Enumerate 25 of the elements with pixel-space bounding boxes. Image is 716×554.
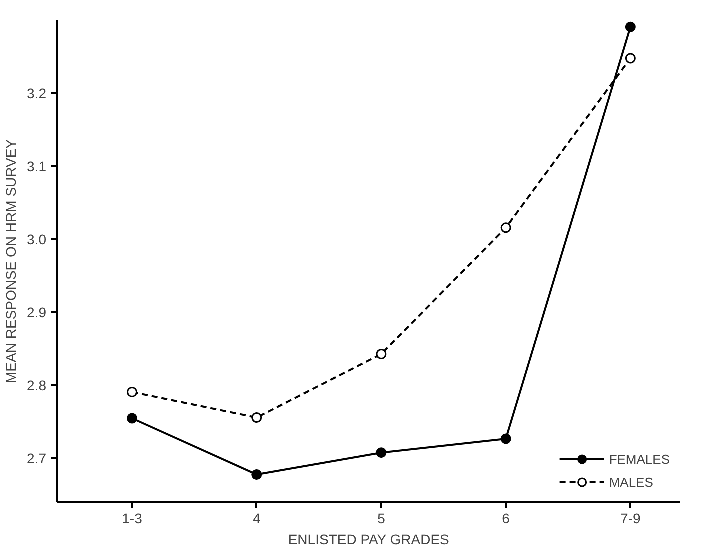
point [500,222,512,234]
x-tick-label: 1-3 [122,510,143,526]
point [252,412,262,424]
point [500,434,512,444]
y-tick-label: 2.8 [27,378,47,394]
y-tick-label: 3.1 [27,158,47,175]
point [376,448,387,458]
x-tick-label: 4 [252,510,261,526]
legend-label: FEMALES [609,452,670,466]
x-tick-label: 6 [502,510,510,526]
point [127,386,138,398]
y-tick-label: 2.9 [27,304,47,321]
x-tick-label: 7-9 [620,510,641,526]
y-axis-title: MEAN RESPONSE ON HRM SURVEY [3,138,20,384]
point [625,53,636,64]
point [625,22,636,32]
y-tick-label: 2.7 [27,450,47,467]
x-axis-title: ENLISTED PAY GRADES [288,532,450,548]
point [376,349,387,360]
point [127,413,138,424]
legend-label: MALES [609,474,654,490]
y-tick-label: 3.2 [27,86,47,102]
x-tick-label: 5 [378,510,386,526]
y-tick-label: 3.0 [27,232,47,248]
point [252,470,262,480]
